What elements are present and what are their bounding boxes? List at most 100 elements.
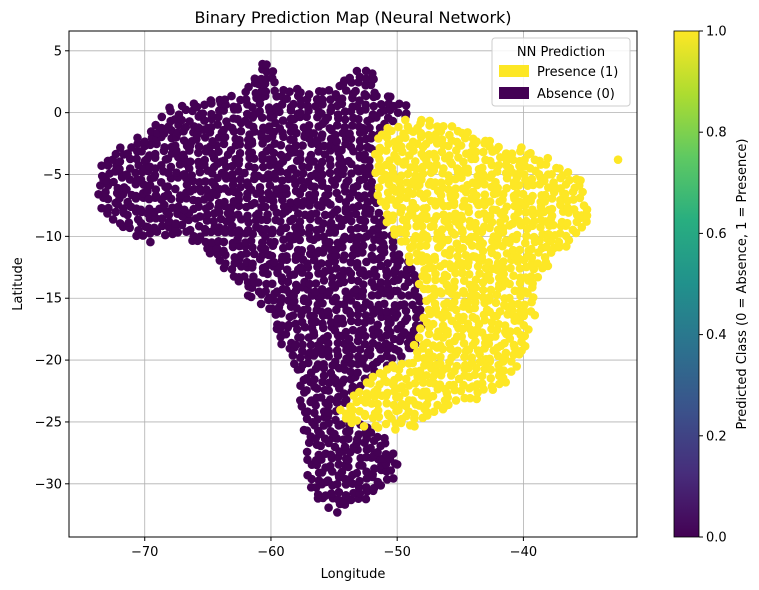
absence-point <box>334 487 344 497</box>
absence-point <box>400 328 409 337</box>
absence-point <box>373 477 383 487</box>
absence-point <box>314 147 323 156</box>
absence-point <box>393 286 402 296</box>
absence-point <box>234 155 244 165</box>
legend-swatch-presence <box>499 65 529 77</box>
absence-point <box>240 116 250 126</box>
presence-point <box>428 391 438 401</box>
presence-point <box>515 245 524 255</box>
absence-point <box>337 420 346 429</box>
presence-point <box>395 195 404 204</box>
absence-point <box>208 137 217 146</box>
absence-point <box>316 429 325 439</box>
absence-point <box>285 87 294 96</box>
presence-point <box>387 163 397 173</box>
presence-point <box>439 164 448 173</box>
absence-point <box>387 354 397 363</box>
absence-point <box>213 120 222 129</box>
absence-point <box>309 255 319 265</box>
absence-point <box>200 155 209 165</box>
absence-point <box>318 299 327 308</box>
absence-point <box>346 142 356 152</box>
presence-point <box>375 368 385 378</box>
absence-point <box>220 184 230 193</box>
absence-point <box>125 164 135 173</box>
presence-point <box>431 275 440 285</box>
absence-point <box>182 180 192 190</box>
presence-point <box>362 389 372 398</box>
presence-point <box>465 393 475 403</box>
absence-point <box>341 287 351 297</box>
presence-point <box>549 178 558 187</box>
colorbar: 0.0 0.2 0.4 0.6 0.8 1.0 Predicted Class (0 = … <box>673 25 750 546</box>
presence-point <box>498 373 508 383</box>
absence-point <box>263 210 272 219</box>
absence-point <box>386 466 396 475</box>
absence-point <box>331 90 341 99</box>
presence-point <box>613 155 623 164</box>
presence-point <box>494 319 503 329</box>
absence-point <box>298 346 307 356</box>
absence-point <box>220 224 230 234</box>
absence-point <box>355 96 364 105</box>
presence-point <box>472 137 481 146</box>
presence-point <box>422 231 431 241</box>
presence-point <box>521 208 531 217</box>
presence-point <box>509 271 518 281</box>
absence-point <box>282 251 291 261</box>
absence-point <box>348 325 358 335</box>
absence-point <box>354 191 363 201</box>
absence-point <box>97 203 106 213</box>
presence-point <box>526 307 536 316</box>
absence-point <box>219 237 229 247</box>
absence-point <box>123 149 132 158</box>
absence-point <box>150 170 160 180</box>
presence-point <box>445 151 454 160</box>
presence-point <box>375 143 385 153</box>
absence-point <box>303 305 312 314</box>
presence-point <box>520 331 530 341</box>
presence-point <box>373 423 383 432</box>
absence-point <box>326 368 336 378</box>
presence-point <box>422 203 431 213</box>
absence-point <box>267 73 277 83</box>
absence-point <box>415 305 425 315</box>
presence-point <box>459 286 468 296</box>
absence-point <box>341 491 351 500</box>
absence-point <box>318 319 327 329</box>
absence-point <box>386 92 395 102</box>
absence-point <box>136 218 146 228</box>
absence-point <box>202 185 211 194</box>
presence-point <box>433 122 442 131</box>
absence-point <box>341 327 351 337</box>
presence-point <box>477 379 487 388</box>
presence-point <box>544 229 553 239</box>
absence-point <box>325 461 335 471</box>
presence-point <box>478 285 488 295</box>
absence-point <box>374 328 383 337</box>
absence-point <box>207 169 217 178</box>
absence-point <box>277 321 287 331</box>
presence-point <box>432 212 441 221</box>
absence-point <box>178 150 188 160</box>
absence-point <box>323 331 333 341</box>
colorbar-tick-label: 0.0 <box>706 531 727 546</box>
presence-point <box>443 235 453 245</box>
legend-label-absence: Absence (0) <box>537 87 615 102</box>
absence-point <box>326 218 336 228</box>
presence-point <box>512 326 522 336</box>
absence-point <box>127 143 136 152</box>
presence-point <box>450 277 459 286</box>
presence-point <box>470 252 480 261</box>
presence-point <box>506 263 515 273</box>
presence-point <box>430 197 439 206</box>
presence-point <box>430 252 439 262</box>
absence-point <box>407 264 416 274</box>
absence-point <box>234 226 244 235</box>
absence-point <box>358 286 368 296</box>
absence-point <box>389 474 398 483</box>
presence-point <box>457 259 467 268</box>
presence-point <box>520 341 530 351</box>
presence-point <box>428 264 438 273</box>
